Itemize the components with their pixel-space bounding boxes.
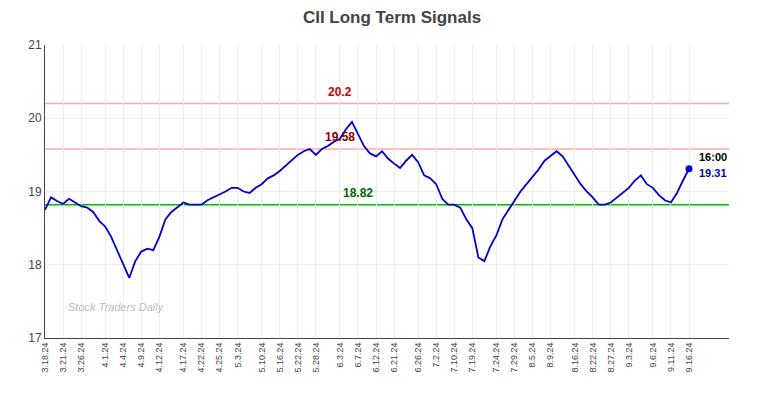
svg-text:Stock Traders Daily: Stock Traders Daily: [68, 301, 165, 313]
svg-text:9.11.24: 9.11.24: [666, 343, 676, 372]
svg-text:6.26.24: 6.26.24: [413, 343, 423, 373]
svg-text:8.5.24: 8.5.24: [527, 343, 537, 368]
svg-text:CII Long Term Signals: CII Long Term Signals: [303, 8, 481, 27]
svg-text:3.26.24: 3.26.24: [76, 343, 86, 373]
svg-text:5.16.24: 5.16.24: [275, 343, 285, 373]
svg-text:4.9.24: 4.9.24: [136, 343, 146, 368]
svg-text:3.18.24: 3.18.24: [40, 343, 50, 373]
svg-text:9.16.24: 9.16.24: [684, 343, 694, 373]
svg-text:5.10.24: 5.10.24: [257, 343, 267, 373]
svg-text:9.3.24: 9.3.24: [624, 343, 634, 368]
svg-text:5.22.24: 5.22.24: [293, 343, 303, 373]
svg-text:19.31: 19.31: [699, 167, 727, 179]
svg-text:5.3.24: 5.3.24: [233, 343, 243, 368]
svg-text:21: 21: [28, 38, 42, 52]
svg-text:6.12.24: 6.12.24: [371, 343, 381, 373]
svg-text:19.58: 19.58: [325, 130, 355, 144]
svg-text:20.2: 20.2: [328, 85, 352, 99]
svg-text:18.82: 18.82: [343, 186, 373, 200]
svg-text:6.21.24: 6.21.24: [389, 343, 399, 373]
svg-text:7.10.24: 7.10.24: [449, 343, 459, 373]
svg-text:4.25.24: 4.25.24: [214, 343, 224, 373]
svg-text:4.22.24: 4.22.24: [196, 343, 206, 373]
svg-text:5.28.24: 5.28.24: [311, 343, 321, 373]
svg-text:20: 20: [28, 111, 42, 125]
svg-text:4.17.24: 4.17.24: [178, 343, 188, 373]
svg-text:8.16.24: 8.16.24: [570, 343, 580, 373]
svg-text:7.19.24: 7.19.24: [467, 343, 477, 373]
svg-text:7.29.24: 7.29.24: [509, 343, 519, 373]
svg-text:4.1.24: 4.1.24: [100, 343, 110, 368]
svg-text:8.27.24: 8.27.24: [606, 343, 616, 373]
svg-text:3.21.24: 3.21.24: [58, 343, 68, 373]
svg-text:16:00: 16:00: [699, 151, 727, 163]
svg-text:8.9.24: 8.9.24: [545, 343, 555, 368]
svg-text:8.22.24: 8.22.24: [588, 343, 598, 373]
svg-text:4.12.24: 4.12.24: [154, 343, 164, 373]
svg-text:19: 19: [28, 185, 42, 199]
svg-text:7.2.24: 7.2.24: [431, 343, 441, 368]
svg-text:6.7.24: 6.7.24: [353, 343, 363, 368]
svg-text:6.3.24: 6.3.24: [335, 343, 345, 368]
svg-text:18: 18: [28, 258, 42, 272]
svg-text:4.4.24: 4.4.24: [118, 343, 128, 368]
svg-text:7.24.24: 7.24.24: [491, 343, 501, 373]
svg-text:9.6.24: 9.6.24: [648, 343, 658, 368]
svg-text:17: 17: [28, 331, 42, 345]
